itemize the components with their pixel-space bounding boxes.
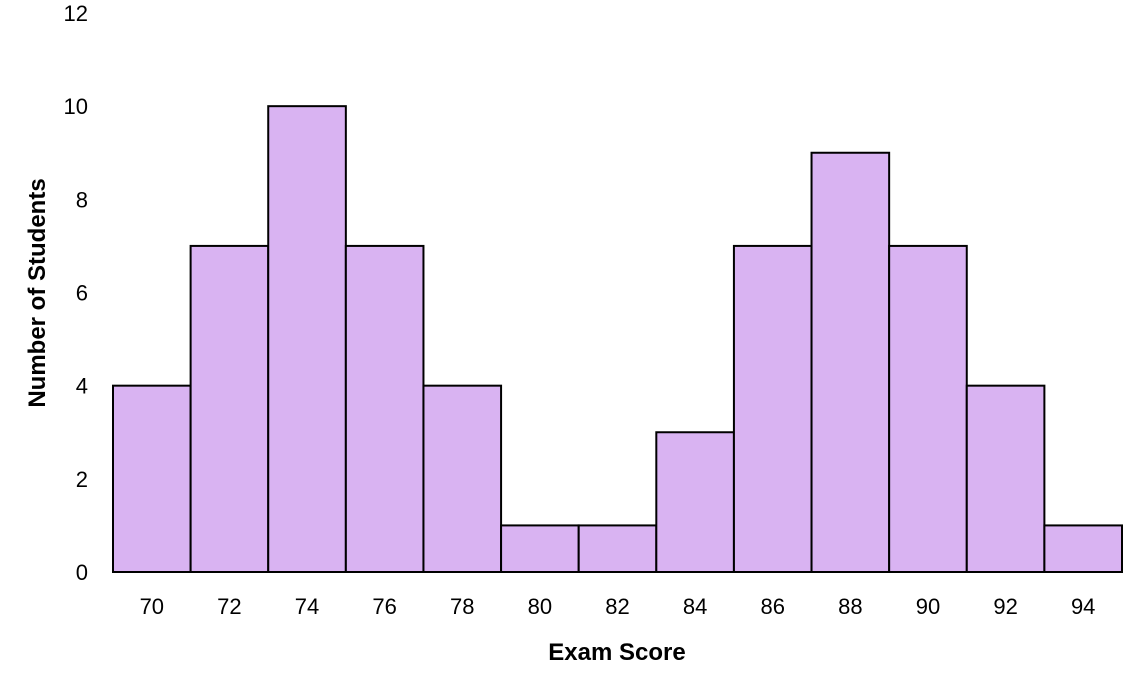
x-tick-label: 72 [217, 594, 241, 619]
y-tick-label: 2 [76, 467, 88, 492]
x-tick-label: 78 [450, 594, 474, 619]
bars-group [112, 105, 1124, 574]
bar-74 [267, 105, 347, 574]
x-tick-label: 76 [372, 594, 396, 619]
y-axis-label: Number of Students [24, 178, 51, 407]
x-tick-label: 94 [1071, 594, 1095, 619]
bar-86 [732, 244, 813, 574]
x-tick-label: 84 [683, 594, 707, 619]
y-tick-label: 6 [76, 281, 88, 306]
bar-84 [655, 431, 735, 573]
x-tick-label: 82 [605, 594, 629, 619]
y-tick-labels: 0 2 4 6 8 10 12 [64, 1, 88, 585]
bar-88 [810, 151, 891, 573]
x-tick-label: 90 [916, 594, 940, 619]
y-tick-label: 0 [76, 560, 88, 585]
bar-90 [888, 244, 968, 574]
x-axis-label: Exam Score [548, 639, 685, 666]
bar-82 [577, 524, 658, 574]
y-tick-label: 12 [64, 1, 88, 26]
bar-94 [1043, 524, 1124, 574]
bar-92 [965, 384, 1046, 573]
bar-76 [344, 244, 425, 574]
y-tick-label: 8 [76, 187, 88, 212]
x-tick-label: 86 [760, 594, 784, 619]
bar-78 [422, 384, 503, 573]
x-tick-label: 70 [140, 594, 164, 619]
x-tick-label: 80 [528, 594, 552, 619]
bar-72 [189, 244, 270, 574]
bar-70 [112, 384, 192, 573]
x-tick-label: 88 [838, 594, 862, 619]
x-tick-labels: 70 72 74 76 78 80 82 84 86 88 90 92 94 [140, 594, 1096, 619]
x-tick-label: 74 [295, 594, 319, 619]
y-tick-label: 4 [76, 374, 88, 399]
x-tick-label: 92 [993, 594, 1017, 619]
y-tick-label: 10 [64, 94, 88, 119]
bar-80 [500, 524, 580, 574]
